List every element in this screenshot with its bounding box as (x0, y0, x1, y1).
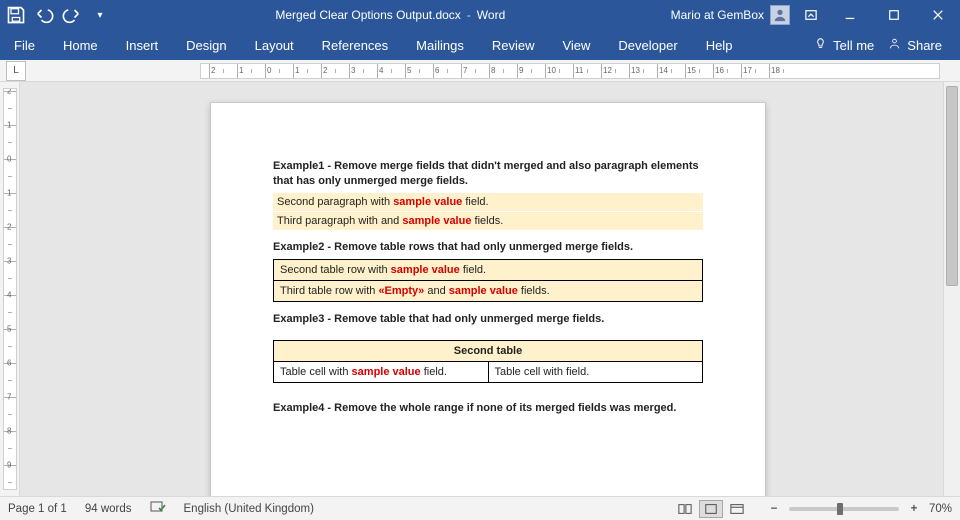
example1-title: Example1 - Remove merge fields that didn… (273, 159, 703, 189)
vertical-scrollbar[interactable] (943, 82, 960, 496)
account-name: Mario at GemBox (671, 8, 764, 22)
quick-access-toolbar: ▾ (0, 5, 110, 25)
doc-filename: Merged Clear Options Output.docx (275, 8, 460, 22)
merge-value: sample value (402, 215, 471, 227)
merge-value: sample value (449, 285, 518, 297)
document-area: 2101234567891011 Example1 - Remove merge… (0, 82, 960, 496)
tab-references[interactable]: References (308, 30, 402, 60)
account-area[interactable]: Mario at GemBox (671, 5, 794, 25)
language[interactable]: English (United Kingdom) (184, 503, 314, 515)
example4-title: Example4 - Remove the whole range if non… (273, 401, 703, 416)
minimize-button[interactable] (828, 0, 872, 30)
restore-button[interactable] (872, 0, 916, 30)
read-mode-button[interactable] (673, 500, 697, 518)
redo-icon[interactable] (62, 5, 82, 25)
undo-icon[interactable] (34, 5, 54, 25)
document-canvas[interactable]: Example1 - Remove merge fields that didn… (20, 82, 960, 496)
example1-para2: Second paragraph with sample value field… (273, 193, 703, 211)
tab-view[interactable]: View (548, 30, 604, 60)
tab-insert[interactable]: Insert (112, 30, 173, 60)
merge-value: sample value (391, 264, 460, 276)
merge-value: sample value (393, 196, 462, 208)
page[interactable]: Example1 - Remove merge fields that didn… (210, 102, 766, 496)
example1-para3: Third paragraph with and sample value fi… (273, 212, 703, 230)
tab-review[interactable]: Review (478, 30, 549, 60)
share-button[interactable]: Share (888, 37, 942, 53)
table-header: Second table (274, 341, 703, 362)
tell-me-label: Tell me (833, 38, 874, 53)
word-window: ▾ Merged Clear Options Output.docx - Wor… (0, 0, 960, 520)
zoom-in-button[interactable]: + (907, 503, 921, 515)
tab-stop-selector[interactable]: L (6, 61, 26, 81)
tab-help[interactable]: Help (692, 30, 747, 60)
status-bar: Page 1 of 1 94 words English (United Kin… (0, 496, 960, 520)
example2-table: Second table row with sample value field… (273, 259, 703, 302)
table-row: Second table row with sample value field… (274, 259, 703, 280)
merge-field: «Empty» (378, 285, 424, 297)
save-icon[interactable] (6, 5, 26, 25)
zoom-level[interactable]: 70% (929, 503, 952, 515)
zoom-out-button[interactable]: − (767, 503, 781, 515)
vertical-ruler-column: 2101234567891011 (0, 82, 20, 496)
tab-layout[interactable]: Layout (241, 30, 308, 60)
tab-file[interactable]: File (0, 30, 49, 60)
word-count[interactable]: 94 words (85, 503, 132, 515)
app-name: Word (477, 8, 505, 22)
ruler-row: L 210123456789101112131415161718 (0, 60, 960, 82)
zoom-knob[interactable] (837, 503, 843, 515)
print-layout-button[interactable] (699, 500, 723, 518)
page-indicator[interactable]: Page 1 of 1 (8, 503, 67, 515)
example3-table: Second table Table cell with sample valu… (273, 340, 703, 383)
tab-home[interactable]: Home (49, 30, 112, 60)
share-icon (888, 37, 901, 53)
scroll-thumb[interactable] (946, 86, 958, 286)
tab-design[interactable]: Design (172, 30, 240, 60)
avatar[interactable] (770, 5, 790, 25)
tell-me[interactable]: Tell me (814, 37, 874, 53)
ribbon-display-options-icon[interactable] (794, 0, 828, 30)
ribbon-tabs: File Home Insert Design Layout Reference… (0, 30, 960, 60)
table-header-row: Second table (274, 341, 703, 362)
web-layout-button[interactable] (725, 500, 749, 518)
merge-value: sample value (352, 366, 421, 378)
title-sep: - (465, 8, 473, 22)
window-buttons (794, 0, 960, 30)
table-row: Table cell with sample value field. Tabl… (274, 362, 703, 383)
tab-developer[interactable]: Developer (604, 30, 691, 60)
view-buttons (673, 500, 749, 518)
share-label: Share (907, 38, 942, 53)
title-bar: ▾ Merged Clear Options Output.docx - Wor… (0, 0, 960, 30)
window-title: Merged Clear Options Output.docx - Word (110, 8, 671, 22)
vertical-ruler[interactable]: 2101234567891011 (3, 88, 17, 490)
close-button[interactable] (916, 0, 960, 30)
qat-customize-icon[interactable]: ▾ (90, 5, 110, 25)
example2-title: Example2 - Remove table rows that had on… (273, 240, 703, 255)
tab-mailings[interactable]: Mailings (402, 30, 478, 60)
spellcheck-icon[interactable] (150, 500, 166, 517)
zoom-controls: − + 70% (767, 503, 952, 515)
horizontal-ruler[interactable]: 210123456789101112131415161718 (200, 63, 940, 79)
lightbulb-icon (814, 37, 827, 53)
example3-title: Example3 - Remove table that had only un… (273, 312, 703, 327)
zoom-slider[interactable] (789, 507, 899, 511)
table-row: Third table row with «Empty» and sample … (274, 280, 703, 301)
